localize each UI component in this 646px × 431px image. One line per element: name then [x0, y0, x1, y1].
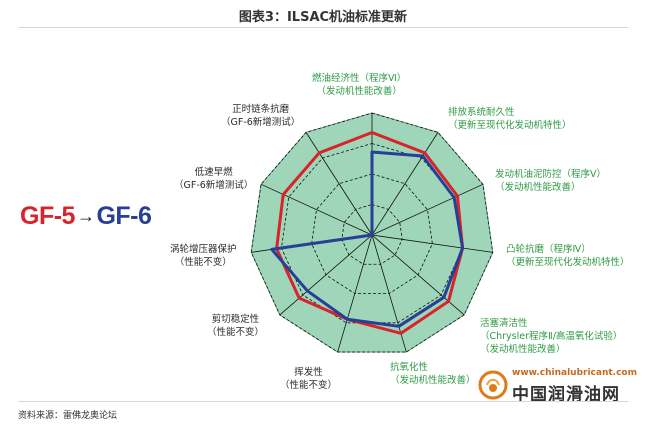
- radar-grid-ring: [341, 204, 403, 265]
- watermark-url: www.chinalubricant.com: [512, 368, 637, 378]
- radar-grid-ring: [281, 143, 463, 324]
- gf6-label: GF-6: [96, 202, 152, 230]
- axis-label-lspi: 低速早燃 （GF-6新增测试）: [174, 167, 254, 191]
- radar-series-gf-5: [275, 131, 465, 335]
- radar-series-gf-6: [270, 150, 465, 328]
- radar-spoke: [260, 183, 373, 236]
- axis-label-sludge-control: 发动机油泥防控（程序Ⅴ） （发动机性能改善）: [495, 169, 606, 193]
- radar-spoke: [371, 234, 493, 253]
- axis-label-shear-stability: 剪切稳定性 （性能不变）: [207, 314, 265, 338]
- gf-transition-label: GF-5 →GF-6: [20, 202, 152, 231]
- radar-spoke: [371, 183, 484, 236]
- watermark-name: 中国润滑油网: [512, 385, 620, 405]
- radar-spoke: [279, 234, 373, 316]
- radar-grid-ring: [311, 173, 433, 294]
- china-lubricant-logo-icon: [478, 370, 508, 400]
- radar-spoke: [305, 132, 373, 236]
- gf5-label: GF-5: [20, 202, 75, 230]
- watermark: www.chinalubricant.com 中国润滑油网: [478, 366, 638, 405]
- axis-label-oxidation: 抗氧化性 （发动机性能改善）: [390, 362, 476, 386]
- axis-label-cam-wear: 凸轮抗磨（程序Ⅳ） （更新至现代化发动机特性）: [506, 244, 630, 268]
- arrow-right-icon: →: [76, 206, 95, 226]
- axis-label-volatility: 挥发性 （性能不变）: [280, 367, 338, 391]
- top-divider: [18, 27, 628, 28]
- source-note: 资料来源：雷佛龙奥论坛: [18, 411, 118, 421]
- axis-label-turbo-protection: 涡轮增压器保护 （性能不变）: [170, 244, 237, 268]
- axis-label-fuel-economy: 燃油经济性（程序Ⅵ） （发动机性能改善）: [312, 73, 407, 97]
- axis-label-emission-durability: 排放系统耐久性 （更新至现代化发动机特性）: [448, 107, 572, 131]
- radar-spoke: [371, 132, 439, 236]
- radar-grid-ring: [250, 112, 494, 353]
- radar-spoke: [337, 234, 373, 353]
- axis-label-piston-cleanliness: 活塞清洁性 （Chrysler程序Ⅱ/高温氧化试验） （发动机性能改善）: [480, 318, 623, 355]
- page-title: 图表3：ILSAC机油标准更新: [238, 10, 408, 25]
- axis-label-timing-chain: 正时链条抗磨 （GF-6新增测试）: [221, 104, 301, 128]
- bottom-divider: [18, 401, 628, 402]
